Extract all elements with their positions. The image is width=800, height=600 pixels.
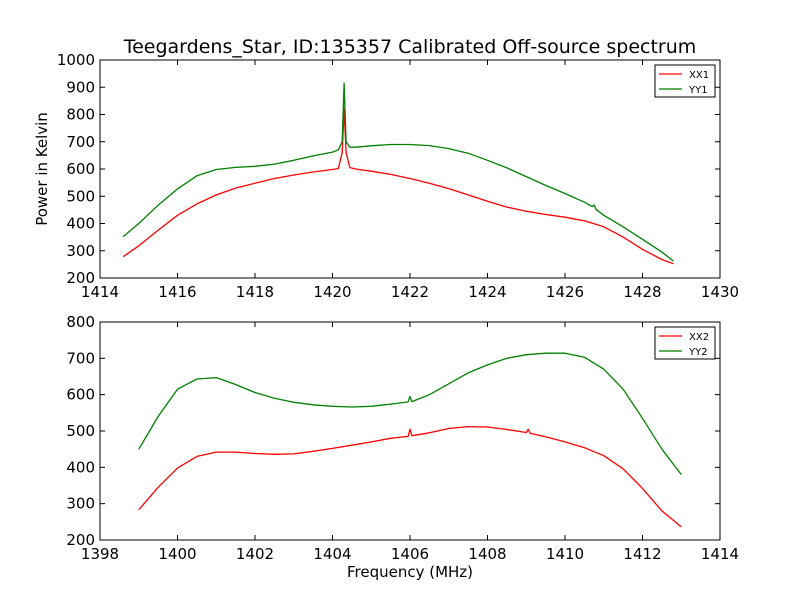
series-line-xx1 — [122, 108, 674, 265]
x-tick-label: 1398 — [81, 545, 119, 563]
plot-top-ylabel: Power in Kelvin — [33, 112, 51, 226]
series-line-yy2 — [138, 352, 682, 475]
y-tick-label: 800 — [66, 106, 95, 124]
y-tick-label: 500 — [66, 187, 95, 205]
x-tick-label: 1422 — [391, 283, 429, 301]
legend-label-xx2: XX2 — [689, 332, 709, 343]
y-tick-label: 800 — [66, 313, 95, 331]
y-tick-label: 900 — [66, 78, 95, 96]
y-tick-label: 200 — [66, 531, 95, 549]
x-axis-label: Frequency (MHz) — [347, 563, 473, 581]
x-tick-label: 1404 — [313, 545, 351, 563]
legend-label-xx1: XX1 — [689, 70, 709, 81]
x-tick-label: 1410 — [546, 545, 584, 563]
x-tick-label: 1424 — [468, 283, 506, 301]
y-tick-label: 700 — [66, 349, 95, 367]
y-tick-label: 600 — [66, 160, 95, 178]
plot-top: 1414 1416 1418 1420 1422 1424 1426 1428 1430 200 3… — [33, 51, 739, 301]
x-tick-label: 1406 — [391, 545, 429, 563]
x-tick-label: 1416 — [158, 283, 196, 301]
legend-label-yy1: YY1 — [688, 85, 708, 96]
legend-label-yy2: YY2 — [688, 347, 708, 358]
x-tick-label: 1428 — [623, 283, 661, 301]
y-tick-label: 300 — [66, 242, 95, 260]
series-line-xx2 — [138, 425, 682, 528]
x-tick-label: 1408 — [468, 545, 506, 563]
y-tick-label: 500 — [66, 422, 95, 440]
legend-box — [654, 64, 716, 98]
y-tick-label: 700 — [66, 133, 95, 151]
x-tick-label: 1414 — [81, 283, 119, 301]
y-tick-label: 200 — [66, 269, 95, 287]
chart-title: Teegardens_Star, ID:135357 Calibrated Of… — [123, 36, 697, 58]
y-tick-label: 600 — [66, 386, 95, 404]
y-tick-label: 300 — [66, 495, 95, 513]
x-tick-label: 1412 — [623, 545, 661, 563]
x-tick-label: 1418 — [236, 283, 274, 301]
x-tick-label: 1414 — [701, 545, 739, 563]
legend-box — [654, 326, 716, 360]
y-tick-label: 1000 — [57, 51, 95, 69]
y-tick-label: 400 — [66, 215, 95, 233]
plot-bottom: 1398 1400 1402 1404 1406 1408 1410 1412 1414 200 3… — [66, 313, 739, 581]
x-tick-label: 1420 — [313, 283, 351, 301]
y-tick-label: 400 — [66, 458, 95, 476]
x-tick-label: 1400 — [158, 545, 196, 563]
x-tick-label: 1402 — [236, 545, 274, 563]
x-tick-label: 1426 — [546, 283, 584, 301]
x-tick-label: 1430 — [701, 283, 739, 301]
series-line-yy1 — [122, 82, 674, 262]
